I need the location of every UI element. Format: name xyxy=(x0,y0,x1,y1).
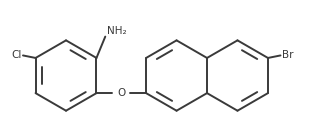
Text: O: O xyxy=(117,88,125,98)
Text: NH₂: NH₂ xyxy=(107,26,126,36)
Text: Cl: Cl xyxy=(11,50,22,60)
Text: Br: Br xyxy=(282,50,293,60)
